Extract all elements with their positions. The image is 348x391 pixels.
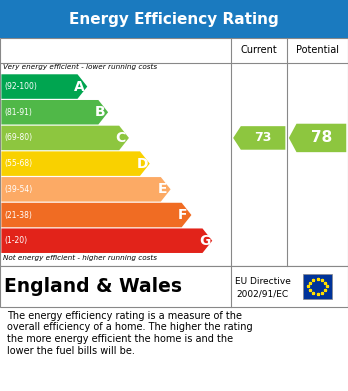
Text: Not energy efficient - higher running costs: Not energy efficient - higher running co…	[3, 255, 158, 261]
FancyBboxPatch shape	[303, 274, 332, 299]
Text: 2002/91/EC: 2002/91/EC	[237, 290, 289, 299]
Polygon shape	[1, 126, 129, 150]
Bar	[0, 0, 348, 38]
Text: Current: Current	[241, 45, 278, 56]
Polygon shape	[1, 228, 212, 253]
Polygon shape	[1, 203, 191, 227]
Text: E: E	[157, 182, 167, 196]
Text: 73: 73	[254, 131, 272, 144]
Text: (92-100): (92-100)	[4, 82, 37, 91]
Bar	[0, 38, 348, 266]
Text: 78: 78	[311, 131, 332, 145]
Text: B: B	[95, 105, 105, 119]
Text: (81-91): (81-91)	[4, 108, 32, 117]
Text: C: C	[116, 131, 126, 145]
Text: The energy efficiency rating is a measure of the
overall efficiency of a home. T: The energy efficiency rating is a measur…	[7, 311, 253, 356]
Text: Energy Efficiency Rating: Energy Efficiency Rating	[69, 12, 279, 27]
Polygon shape	[1, 74, 87, 99]
Text: (21-38): (21-38)	[4, 210, 32, 219]
Polygon shape	[289, 124, 346, 152]
Text: (39-54): (39-54)	[4, 185, 32, 194]
Text: EU Directive: EU Directive	[235, 277, 291, 286]
Text: G: G	[199, 234, 211, 248]
Text: England & Wales: England & Wales	[4, 277, 182, 296]
Text: D: D	[136, 157, 148, 170]
Text: (1-20): (1-20)	[4, 236, 27, 245]
Polygon shape	[1, 100, 108, 124]
Polygon shape	[233, 126, 285, 150]
Text: (69-80): (69-80)	[4, 133, 32, 142]
Polygon shape	[1, 177, 171, 202]
Text: A: A	[74, 79, 85, 93]
Text: F: F	[178, 208, 188, 222]
Text: (55-68): (55-68)	[4, 159, 32, 168]
Bar	[0, 266, 348, 307]
Text: Potential: Potential	[296, 45, 339, 56]
Text: Very energy efficient - lower running costs: Very energy efficient - lower running co…	[3, 64, 158, 70]
Polygon shape	[1, 151, 150, 176]
